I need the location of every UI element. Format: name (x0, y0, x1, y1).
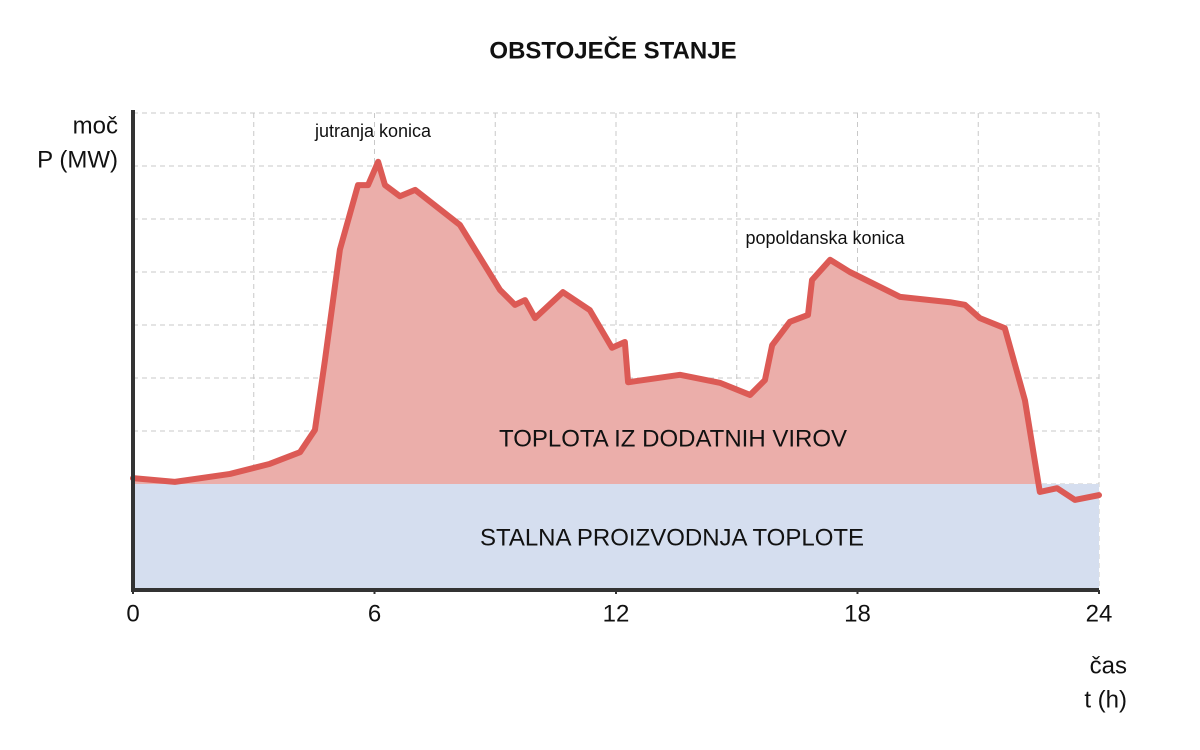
x-tick-label: 0 (126, 600, 139, 627)
y-axis-label: P (MW) (37, 146, 118, 173)
series-label: TOPLOTA IZ DODATNIH VIROV (499, 425, 847, 452)
x-tick-label: 18 (844, 600, 871, 627)
chart-title: OBSTOJEČE STANJE (489, 36, 736, 64)
x-axis-label: čas (1090, 652, 1127, 679)
annotation: popoldanska konica (745, 228, 905, 248)
annotation: jutranja konica (314, 121, 432, 141)
line (130, 158, 1102, 503)
x-axis-label: t (h) (1084, 686, 1127, 713)
y-axis-label: moč (73, 112, 118, 139)
x-tick-label: 24 (1086, 600, 1113, 627)
area-fill (133, 161, 1099, 590)
x-tick-label: 6 (368, 600, 381, 627)
baseline-label: STALNA PROIZVODNJA TOPLOTE (480, 524, 864, 551)
baseline-band (133, 484, 1099, 590)
x-tick-label: 12 (603, 600, 630, 627)
